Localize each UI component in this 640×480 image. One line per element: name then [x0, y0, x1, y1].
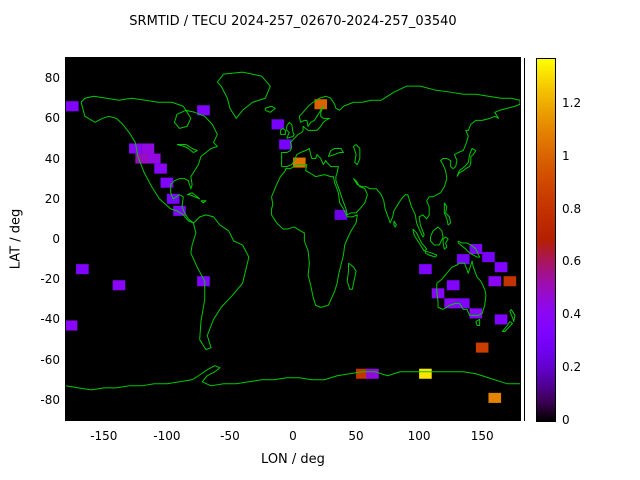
- coastline: [510, 309, 515, 321]
- data-cell: [314, 99, 328, 110]
- data-cell: [446, 280, 460, 291]
- map-plot-area: [65, 57, 521, 421]
- colorbar-tick-label: 1.2: [562, 95, 582, 110]
- data-cell: [271, 119, 285, 130]
- data-cell: [488, 392, 502, 403]
- coastline: [191, 215, 249, 350]
- y-tick-label: -20: [40, 272, 60, 287]
- data-cell: [66, 320, 78, 331]
- data-cell: [197, 276, 210, 287]
- colorbar-tick-label: 1: [562, 148, 570, 163]
- coastline: [81, 96, 217, 223]
- y-tick-label: -80: [40, 392, 60, 407]
- colorbar-tick-label: 0: [562, 413, 570, 427]
- colorbar: [536, 58, 556, 422]
- x-tick-label: 100: [407, 429, 431, 443]
- coastline: [66, 366, 520, 390]
- data-cell: [503, 276, 517, 287]
- coastline: [443, 237, 448, 249]
- coastline: [430, 227, 443, 245]
- data-cell: [469, 308, 483, 319]
- data-cell: [76, 264, 89, 275]
- coastline: [354, 144, 360, 164]
- y-tick-label: -60: [40, 352, 60, 367]
- coastline: [413, 229, 427, 251]
- coastline: [272, 165, 358, 308]
- colorbar-tick-label: 0.4: [562, 307, 582, 322]
- colorbar-separator-line: [524, 58, 525, 421]
- coastline: [177, 144, 197, 152]
- data-cell: [147, 153, 161, 164]
- data-cell: [293, 157, 306, 168]
- coastline: [347, 263, 356, 289]
- x-tick-label: 0: [289, 429, 297, 443]
- x-axis-label: LON / deg: [261, 452, 325, 467]
- y-tick-label: 40: [44, 151, 60, 166]
- coastline: [265, 106, 275, 112]
- coastline: [394, 221, 397, 227]
- coastline: [187, 193, 200, 199]
- x-tick-label: 50: [348, 429, 364, 443]
- data-cell: [366, 368, 379, 379]
- x-tick-label: -150: [90, 429, 118, 443]
- data-cell: [173, 205, 186, 216]
- data-cell: [482, 252, 495, 263]
- y-tick-label: 80: [44, 71, 60, 86]
- data-cell: [135, 153, 148, 164]
- data-cell: [66, 101, 79, 112]
- data-cell: [444, 298, 457, 309]
- data-cell: [154, 163, 167, 174]
- coastline: [437, 261, 486, 315]
- colorbar-tick-label: 0.6: [562, 254, 582, 269]
- data-cell: [456, 254, 470, 265]
- coastline: [217, 72, 270, 118]
- data-cell: [494, 262, 508, 273]
- data-cell: [197, 105, 210, 116]
- world-map-svg: [66, 58, 520, 403]
- coastline: [81, 102, 193, 223]
- y-tick-label: 60: [44, 111, 60, 126]
- data-cell: [488, 276, 502, 287]
- data-cell: [129, 143, 142, 154]
- coastline: [328, 149, 343, 157]
- y-tick-label: -40: [40, 312, 60, 327]
- data-cell: [419, 368, 432, 379]
- data-cell: [456, 298, 470, 309]
- coastline: [201, 201, 206, 203]
- data-cell: [334, 209, 348, 220]
- data-cell: [419, 264, 432, 275]
- x-tick-label: -50: [220, 429, 240, 443]
- coastline: [444, 203, 450, 225]
- data-cell: [494, 314, 508, 325]
- chart-title: SRMTID / TECU 2024-257_02670-2024-257_03…: [129, 14, 457, 29]
- x-tick-label: -100: [153, 429, 181, 443]
- coastline: [457, 149, 476, 177]
- coastline: [458, 241, 479, 257]
- y-tick-label: 0: [52, 232, 60, 246]
- coastline: [280, 128, 285, 134]
- data-cell: [279, 139, 292, 150]
- data-cell: [431, 288, 445, 299]
- coastline: [476, 319, 480, 325]
- coastline: [287, 122, 295, 138]
- coastline: [425, 251, 436, 257]
- data-cell: [160, 177, 174, 188]
- data-cell: [356, 368, 369, 379]
- y-tick-label: 20: [44, 191, 60, 206]
- data-cell: [141, 143, 155, 154]
- data-cell: [475, 342, 489, 353]
- x-tick-label: 150: [470, 429, 494, 443]
- data-cell: [112, 280, 126, 291]
- coastline: [282, 86, 520, 237]
- colorbar-tick-label: 0.8: [562, 201, 582, 216]
- coastline: [502, 321, 512, 331]
- colorbar-tick-label: 0.2: [562, 360, 582, 375]
